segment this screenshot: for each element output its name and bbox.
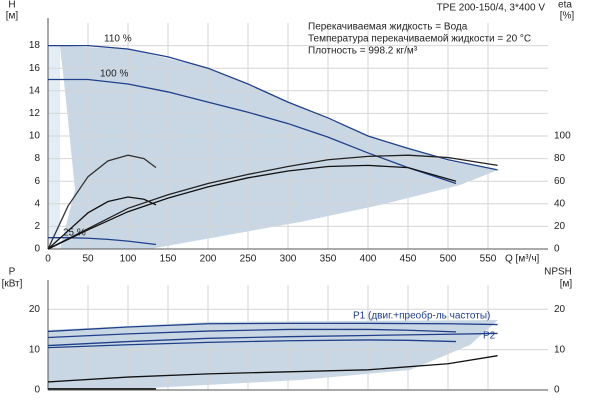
y2-axis-label: NPSH <box>544 267 572 278</box>
y-axis-unit: [м] <box>6 11 19 22</box>
curve <box>48 237 157 246</box>
curve <box>47 322 498 333</box>
y-axis-unit: [кВт] <box>2 279 23 290</box>
y-tick-label: 4 <box>34 198 40 209</box>
curve <box>47 196 157 250</box>
y-tick-label: 16 <box>29 63 41 74</box>
y2-tick-label: 0 <box>554 385 560 396</box>
x-tick-label: 50 <box>82 254 94 265</box>
x-tick-label: 550 <box>480 254 497 265</box>
y-tick-label: 10 <box>29 344 41 355</box>
curve <box>47 355 498 383</box>
x-tick-label: 0 <box>45 254 51 265</box>
annotation: 110 % <box>104 34 132 45</box>
y2-tick-label: 60 <box>554 176 566 187</box>
annotation: 25 % <box>63 228 86 239</box>
curve <box>47 328 457 339</box>
y2-tick-label: 20 <box>554 221 566 232</box>
x-tick-label: 200 <box>200 254 217 265</box>
x-tick-label: 300 <box>280 254 297 265</box>
y2-tick-label: 100 <box>554 131 571 142</box>
x-tick-label: 500 <box>440 254 457 265</box>
x-tick-label: 150 <box>160 254 177 265</box>
y2-tick-label: 20 <box>554 304 566 315</box>
y-axis-label: P <box>9 267 16 278</box>
x-tick-label: 100 <box>120 254 137 265</box>
y-tick-label: 8 <box>34 153 40 164</box>
y2-axis-unit: [м] <box>560 279 573 290</box>
chart-title: TPE 200-150/4, 3*400 V <box>437 3 546 14</box>
y-tick-label: 18 <box>29 40 41 51</box>
y-tick-label: 10 <box>29 131 41 142</box>
y2-tick-label: 80 <box>554 153 566 164</box>
curve <box>48 44 498 171</box>
curve <box>47 164 457 250</box>
y-tick-label: 0 <box>34 385 40 396</box>
y-tick-label: 2 <box>34 221 40 232</box>
y2-tick-label: 10 <box>554 344 566 355</box>
y-tick-label: 12 <box>29 108 41 119</box>
curve <box>47 339 457 349</box>
curve <box>47 154 498 250</box>
range-band <box>48 45 60 249</box>
curve <box>47 332 498 347</box>
power-range <box>48 320 498 390</box>
y2-tick-label: 40 <box>554 198 566 209</box>
annotation: 100 % <box>100 69 128 80</box>
y-tick-label: 6 <box>34 176 40 187</box>
note: Перекачиваемая жидкость = Вода <box>308 22 468 33</box>
y2-tick-label: 0 <box>554 244 560 255</box>
x-tick-label: 350 <box>320 254 337 265</box>
x-tick-label: 400 <box>360 254 377 265</box>
note: Температура перекачиваемой жидкости = 20… <box>308 34 531 45</box>
legend-label: P2 <box>483 331 496 342</box>
x-tick-label: 450 <box>400 254 417 265</box>
y-axis-label: H <box>8 0 15 11</box>
legend-label: P1 (двиг.+преобр-ль частоты) <box>353 310 490 322</box>
y-tick-label: 20 <box>29 304 41 315</box>
x-tick-label: 250 <box>240 254 257 265</box>
curve <box>47 154 157 250</box>
y-tick-label: 0 <box>34 244 40 255</box>
y2-axis-label: eta <box>558 0 572 11</box>
note: Плотность = 998.2 кг/м³ <box>308 46 418 57</box>
y2-axis-unit: [%] <box>560 11 575 22</box>
y-tick-label: 14 <box>29 85 41 96</box>
x-axis-label: Q [м³/ч] <box>505 254 540 265</box>
